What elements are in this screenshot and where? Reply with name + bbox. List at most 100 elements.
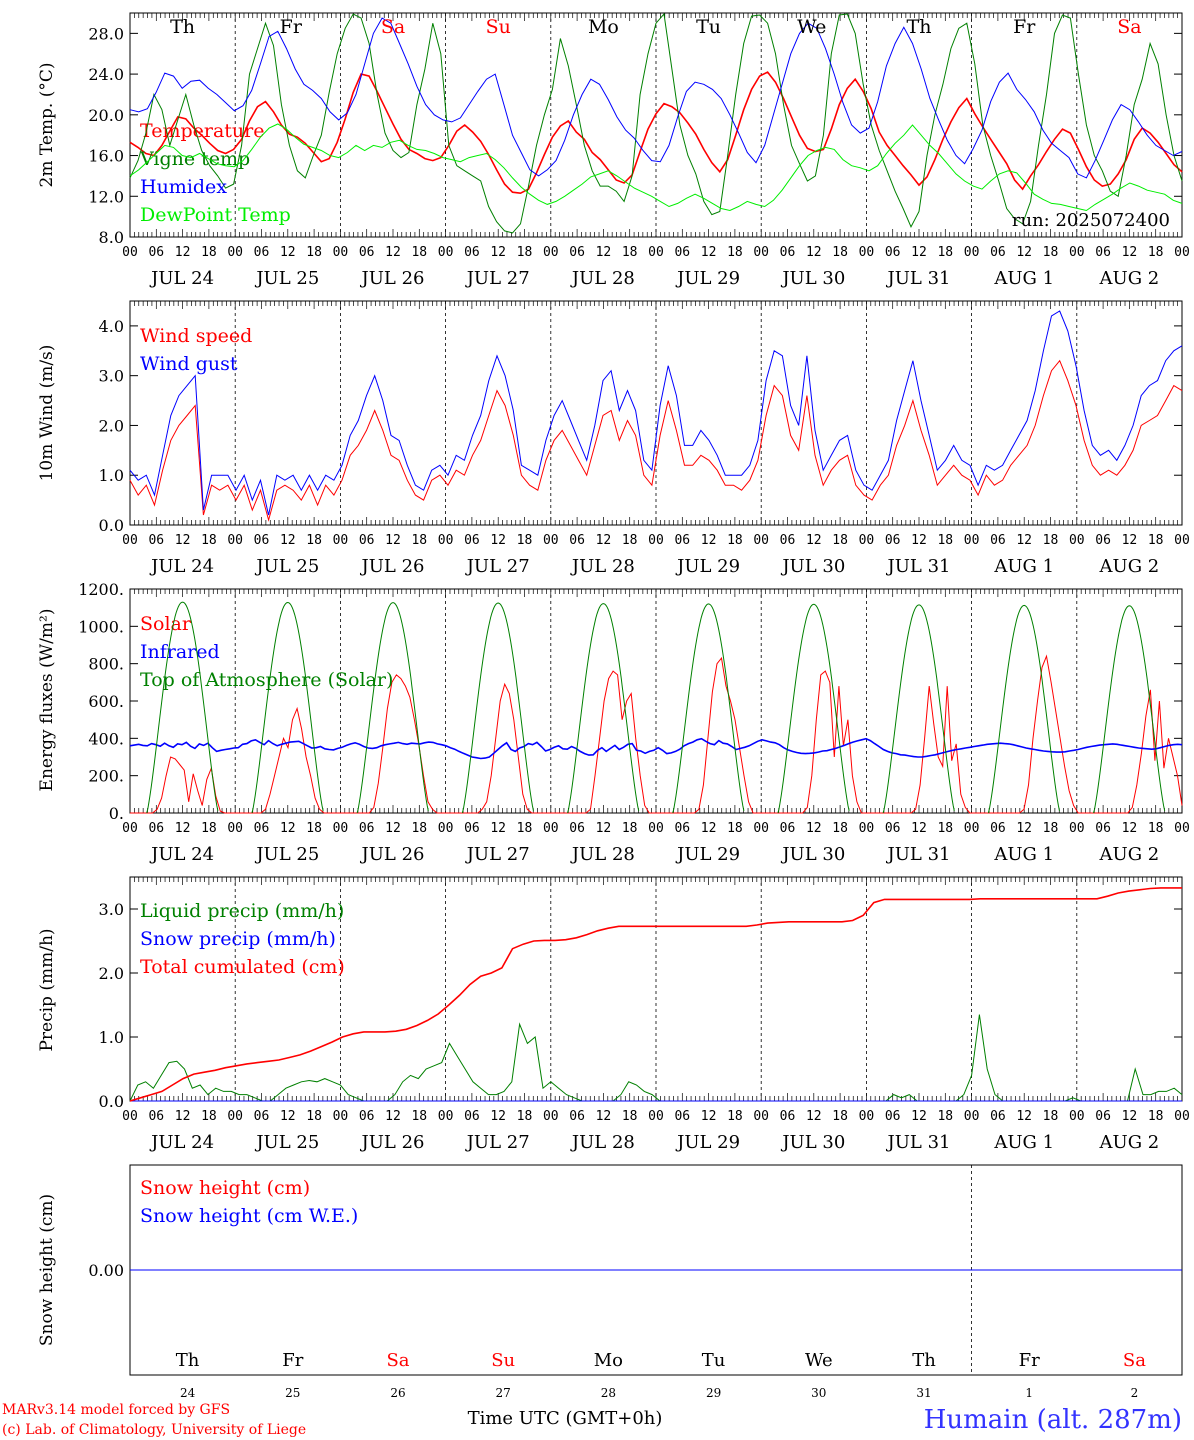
weekday-label: Fr [280, 16, 303, 38]
hour-tick-label: 12 [1122, 1109, 1138, 1124]
hour-tick-label: 18 [201, 821, 217, 836]
date-label: JUL 30 [780, 844, 845, 865]
day-number-label: 2 [1131, 1386, 1139, 1400]
hour-tick-label: 06 [464, 245, 480, 260]
y-tick-label: 4.0 [99, 317, 124, 336]
hour-tick-label: 12 [1122, 245, 1138, 260]
legend-entry: Temperature [140, 120, 264, 142]
hour-tick-label: 12 [1016, 245, 1032, 260]
y-tick-label: 1000. [78, 617, 124, 636]
series-line-wind-gust [129, 310, 1183, 516]
hour-tick-label: 12 [490, 245, 506, 260]
hour-tick-label: 18 [622, 533, 638, 548]
weekday-label: Sa [1117, 16, 1141, 38]
hour-tick-label: 18 [1148, 821, 1164, 836]
panel-5: 0.00 Snow height (cm) Snow height (cm) Snow… [37, 1164, 1183, 1400]
hour-tick-label: 12 [280, 533, 296, 548]
hour-tick-label: 06 [359, 533, 375, 548]
hour-tick-label: 12 [596, 533, 612, 548]
hour-tick-label: 12 [280, 1109, 296, 1124]
hour-tick-label: 00 [122, 821, 138, 836]
y-tick-label: 1.0 [99, 466, 124, 485]
hour-tick-label: 18 [727, 533, 743, 548]
date-label: JUL 24 [149, 268, 214, 289]
date-label: JUL 25 [254, 1132, 319, 1153]
hour-tick-label: 12 [596, 821, 612, 836]
hour-tick-label: 00 [543, 1109, 559, 1124]
hour-tick-label: 06 [148, 1109, 164, 1124]
hour-tick-label: 06 [359, 245, 375, 260]
legend-entry: Liquid precip (mm/h) [140, 900, 344, 922]
weekday-label: Fr [1013, 16, 1036, 38]
hour-tick-label: 12 [175, 1109, 191, 1124]
hour-tick-label: 12 [385, 1109, 401, 1124]
hour-tick-label: 06 [674, 533, 690, 548]
hour-tick-label: 06 [148, 821, 164, 836]
y-tick-label: 2.0 [99, 416, 124, 435]
hour-tick-label: 06 [569, 245, 585, 260]
hour-tick-label: 18 [727, 821, 743, 836]
y-axis-label: Snow height (cm) [37, 1194, 57, 1346]
hour-tick-label: 18 [622, 1109, 638, 1124]
hour-tick-label: 06 [359, 1109, 375, 1124]
day-number-label: 27 [496, 1386, 511, 1400]
date-label: JUL 28 [570, 268, 635, 289]
y-tick-label: 0.0 [99, 1092, 124, 1111]
weekday-label: Th [912, 1350, 936, 1371]
day-number-label: 29 [706, 1386, 721, 1400]
x-axis-label: Time UTC (GMT+0h) [468, 1408, 663, 1429]
hour-tick-label: 06 [780, 245, 796, 260]
y-tick-label: 3.0 [99, 367, 124, 386]
hour-tick-label: 00 [1069, 1109, 1085, 1124]
hour-tick-label: 18 [201, 533, 217, 548]
date-label: AUG 2 [1099, 1132, 1160, 1153]
hour-tick-label: 00 [122, 533, 138, 548]
hour-tick-label: 18 [411, 245, 427, 260]
y-tick-label: 24.0 [88, 65, 124, 84]
legend-entry: Snow precip (mm/h) [140, 928, 336, 950]
date-label: JUL 30 [780, 556, 845, 577]
hour-tick-label: 18 [622, 245, 638, 260]
hour-tick-label: 06 [885, 821, 901, 836]
hour-tick-label: 12 [280, 821, 296, 836]
date-label: JUL 24 [149, 844, 214, 865]
weekday-label: Su [486, 16, 511, 38]
hour-tick-label: 00 [964, 533, 980, 548]
hour-tick-label: 18 [201, 1109, 217, 1124]
weekday-label: Tu [702, 1350, 726, 1371]
hour-tick-label: 18 [937, 821, 953, 836]
date-label: AUG 2 [1099, 556, 1160, 577]
weekday-label: Fr [282, 1350, 303, 1371]
hour-tick-label: 12 [806, 1109, 822, 1124]
hour-tick-label: 06 [990, 1109, 1006, 1124]
date-label: JUL 29 [675, 268, 740, 289]
date-label: JUL 27 [465, 1132, 530, 1153]
y-tick-label: 8.0 [99, 228, 124, 247]
hour-tick-label: 18 [937, 245, 953, 260]
y-tick-label: 800. [88, 655, 124, 674]
hour-tick-label: 00 [438, 821, 454, 836]
weekday-label: Sa [386, 1350, 409, 1371]
legend-entry: Wind gust [140, 353, 238, 375]
legend-entry: Infrared [140, 641, 220, 663]
weekday-label: Su [491, 1350, 515, 1371]
hour-tick-label: 18 [306, 1109, 322, 1124]
hour-tick-label: 18 [832, 533, 848, 548]
hour-tick-label: 06 [780, 1109, 796, 1124]
day-number-label: 31 [916, 1386, 931, 1400]
hour-tick-label: 06 [148, 533, 164, 548]
hour-tick-label: 00 [859, 245, 875, 260]
hour-tick-label: 00 [964, 821, 980, 836]
date-label: JUL 29 [675, 1132, 740, 1153]
series-line-temperature [129, 71, 1183, 195]
hour-tick-label: 06 [990, 533, 1006, 548]
legend-entry: Snow height (cm W.E.) [140, 1205, 358, 1227]
date-label: JUL 25 [254, 556, 319, 577]
hour-tick-label: 06 [359, 821, 375, 836]
hour-tick-label: 00 [648, 533, 664, 548]
hour-tick-label: 00 [227, 821, 243, 836]
hour-tick-label: 12 [175, 245, 191, 260]
hour-tick-label: 06 [780, 821, 796, 836]
hour-tick-label: 12 [1016, 821, 1032, 836]
